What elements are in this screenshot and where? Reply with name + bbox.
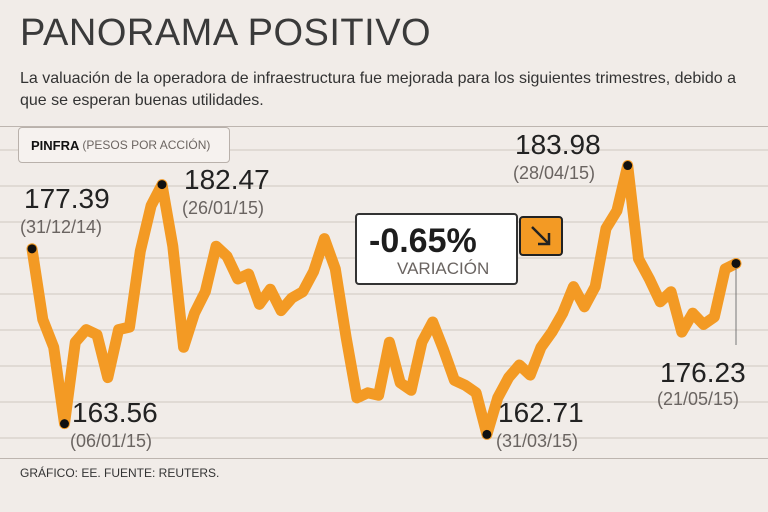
data-point-marker [731, 258, 741, 268]
legend-ticker: PINFRA [31, 137, 80, 153]
variation-value: -0.65% [369, 222, 477, 260]
series-legend: PINFRA (PESOS POR ACCIÓN) [18, 127, 230, 163]
data-point-marker [157, 180, 167, 190]
annotation-value: 177.39 [24, 183, 110, 214]
annotation-points [27, 161, 741, 439]
bottom-divider [0, 458, 768, 459]
annotation-date: (06/01/15) [70, 431, 153, 451]
chart-subtitle: La valuación de la operadora de infraest… [20, 70, 736, 109]
source-credit: GRÁFICO: EE. FUENTE: REUTERS. [20, 466, 220, 480]
annotation-date: (26/01/15) [182, 198, 265, 218]
price-series-line [26, 160, 742, 440]
annotation-date: (31/12/14) [20, 217, 103, 237]
data-point-marker [59, 419, 69, 429]
annotation-date: (21/05/15) [657, 389, 740, 409]
top-divider [0, 126, 768, 127]
annotation-value: 163.56 [72, 397, 158, 428]
data-point-marker [482, 429, 492, 439]
variation-label: VARIACIÓN [397, 259, 490, 278]
data-point-marker [623, 161, 633, 171]
arrow-down-right-icon [519, 216, 563, 256]
annotation-value: 176.23 [660, 357, 746, 388]
annotation-date: (31/03/15) [496, 431, 579, 451]
annotation-value: 183.98 [515, 129, 601, 160]
legend-unit: (PESOS POR ACCIÓN) [82, 138, 211, 152]
annotation-value: 182.47 [184, 164, 270, 195]
annotation-date: (28/04/15) [513, 163, 596, 183]
chart-title: PANORAMA POSITIVO [20, 12, 432, 54]
annotation-value: 162.71 [498, 397, 584, 428]
data-point-marker [27, 244, 37, 254]
variation-box: -0.65% VARIACIÓN [355, 213, 518, 285]
